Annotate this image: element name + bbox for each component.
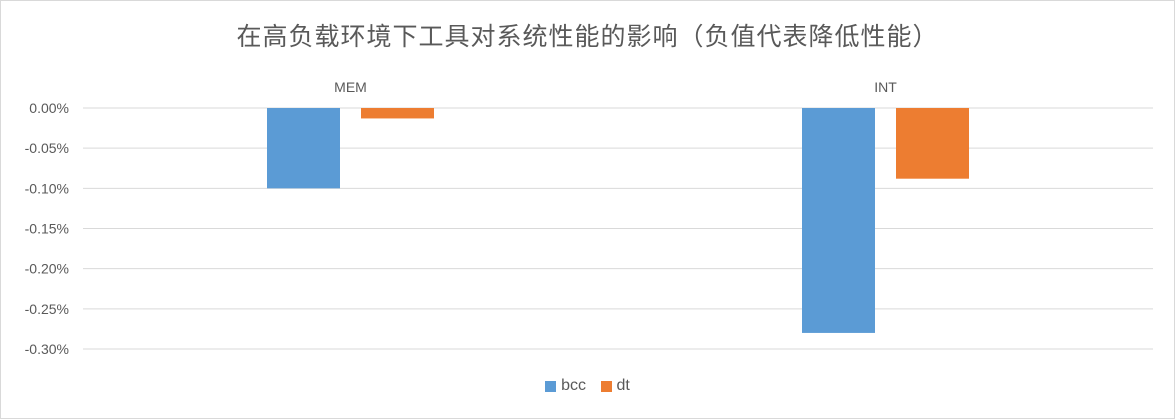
- bar-dt-int: [896, 108, 969, 179]
- category-label: INT: [874, 79, 897, 95]
- y-tick-label: -0.20%: [25, 261, 69, 277]
- bar-bcc-int: [802, 108, 875, 333]
- y-tick-label: 0.00%: [29, 100, 69, 116]
- legend-swatch-bcc: [545, 380, 557, 392]
- y-tick-label: -0.15%: [25, 221, 69, 237]
- chart-title: 在高负载环境下工具对系统性能的影响（负值代表降低性能）: [236, 22, 939, 51]
- legend-label-bcc: bcc: [561, 377, 587, 394]
- legend-item-bcc: bcc: [545, 377, 586, 395]
- legend: bcc dt: [1, 377, 1174, 397]
- legend-item-dt: dt: [600, 377, 630, 395]
- y-tick-label: -0.25%: [25, 301, 69, 317]
- y-tick-label: -0.10%: [25, 180, 69, 196]
- category-label: MEM: [334, 79, 367, 95]
- bar-bcc-mem: [267, 108, 340, 189]
- y-tick-label: -0.30%: [25, 341, 69, 357]
- bar-dt-mem: [361, 108, 434, 119]
- legend-label-dt: dt: [616, 377, 630, 394]
- legend-swatch-dt: [600, 380, 612, 392]
- y-tick-label: -0.05%: [25, 140, 69, 156]
